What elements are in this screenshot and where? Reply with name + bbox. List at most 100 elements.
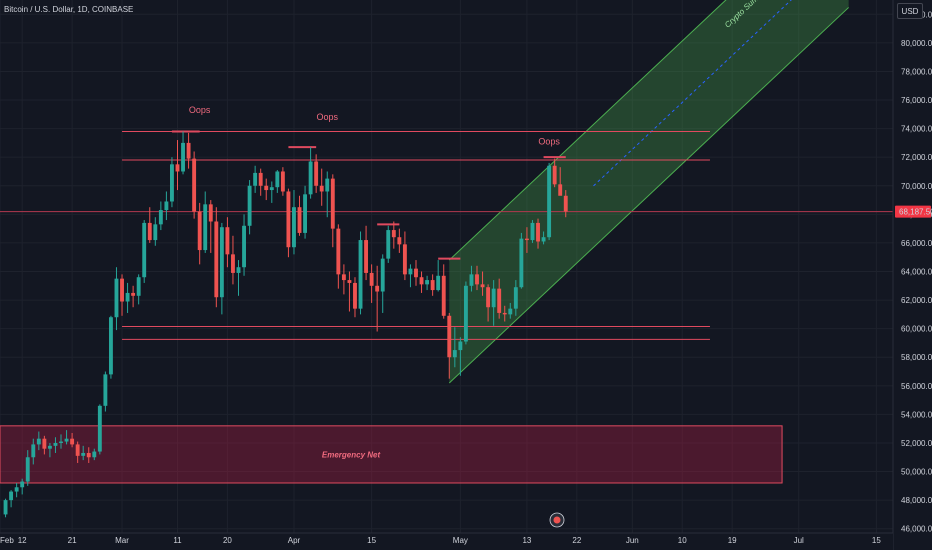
candle-body [480, 284, 485, 288]
time-axis[interactable]: Feb 12 21 Mar 11 20 Apr 15 May 13 22 Jun 10 19 Jul 15 [0, 532, 893, 550]
candle-body [391, 230, 396, 238]
price-tick-label: 46,000.00 [901, 525, 932, 534]
emergency-net-box [0, 425, 783, 484]
symbol-legend: Bitcoin / U.S. Dollar, 1D, COINBASE [4, 5, 134, 14]
candle-body [120, 278, 124, 302]
candle-body [447, 315, 452, 358]
candle-body [369, 272, 374, 286]
candle-body [386, 230, 391, 259]
last-price-label: 68,187.50 [899, 208, 932, 217]
price-tick-label: 74,000.00 [901, 125, 932, 134]
last-price-badge [895, 205, 931, 218]
candle-body [286, 191, 291, 248]
chart-grid [0, 0, 893, 533]
candle-body [508, 308, 513, 315]
candle-body [92, 451, 97, 458]
price-tick-label: 80,000.00 [901, 39, 932, 48]
candle-body [475, 274, 479, 285]
candle-body [486, 287, 491, 308]
channel-fill [449, 0, 849, 383]
time-tick-label: 15 [367, 536, 376, 545]
candle-body [402, 244, 407, 275]
candle-body [436, 275, 441, 291]
candle-body [81, 452, 86, 456]
candle-body [375, 285, 380, 292]
candle-body [170, 164, 174, 202]
candle-body [103, 374, 108, 406]
candle-body [31, 444, 36, 458]
annotations: Oops Oops Oops [189, 105, 560, 146]
price-axis-bg [893, 0, 932, 550]
candle-body [303, 194, 308, 233]
price-tick-label: 66,000.00 [901, 239, 932, 248]
candle-body [142, 222, 147, 278]
candle-body [430, 280, 435, 291]
candle-body [380, 258, 385, 292]
candle-body [9, 491, 14, 501]
candle-body [441, 275, 446, 316]
candle-body [86, 452, 91, 458]
price-tick-label: 60,000.00 [901, 325, 932, 334]
time-tick-label: 10 [678, 536, 687, 545]
candle-body [502, 312, 507, 315]
price-axis[interactable]: 82,000.0080,000.0078,000.0076,000.0074,0… [892, 0, 932, 550]
time-tick-label: 20 [223, 536, 232, 545]
candle-body [20, 481, 25, 488]
candle-body [558, 184, 563, 196]
candle-body [264, 185, 269, 191]
candle-body [458, 341, 463, 351]
time-tick-label: 11 [173, 536, 182, 545]
price-tick-label: 78,000.00 [901, 67, 932, 76]
candle-body [131, 292, 136, 296]
time-tick-label: Apr [288, 536, 301, 545]
tradingview-logo-icon[interactable] [549, 512, 565, 528]
candle-body [341, 274, 346, 281]
candle-body [247, 185, 252, 226]
candle-body [75, 444, 80, 456]
price-tick-label: 48,000.00 [901, 496, 932, 505]
channel-median-line [593, 0, 792, 187]
time-tick-label: 22 [572, 536, 581, 545]
candle-body [563, 195, 568, 212]
candle-body [158, 210, 163, 225]
candle-body [114, 278, 119, 318]
candle-body [425, 280, 430, 285]
price-tick-label: 54,000.00 [901, 410, 932, 419]
crypto-summer-channel: Crypto Summer Channel [448, 0, 849, 384]
price-tick-label: 70,000.00 [901, 182, 932, 191]
candle-body [47, 445, 52, 449]
candle-body [463, 285, 468, 342]
candle-body [70, 438, 75, 445]
candle-body [524, 238, 529, 241]
candle-body [547, 165, 552, 238]
candle-body [258, 172, 263, 186]
oops-label: Oops [538, 136, 560, 146]
candle-body [513, 287, 518, 309]
channel-lower-line [448, 7, 849, 384]
candle-body [497, 288, 502, 313]
candle-body [125, 292, 130, 302]
candle-body [519, 238, 524, 288]
candle-body [153, 224, 158, 241]
candle-body [469, 274, 474, 286]
candle-body [530, 222, 535, 241]
candle-body [336, 228, 341, 275]
candle-body [491, 288, 496, 308]
time-tick-label: 12 [18, 536, 27, 545]
time-tick-label: May [453, 536, 468, 545]
candle-body [319, 185, 324, 192]
candle-body [3, 500, 8, 515]
horizontal-levels [0, 130, 893, 340]
price-tick-label: 50,000.00 [901, 468, 932, 477]
candle-body [353, 282, 357, 309]
price-tick-label: 62,000.00 [901, 296, 932, 305]
candle-body [175, 164, 180, 172]
candle-body [419, 277, 424, 285]
candle-body [269, 187, 274, 191]
candle-body [97, 405, 102, 452]
oops-label: Oops [189, 105, 211, 115]
candle-body [253, 172, 258, 186]
currency-button[interactable]: USD [897, 3, 923, 19]
time-tick-label: 19 [728, 536, 737, 545]
